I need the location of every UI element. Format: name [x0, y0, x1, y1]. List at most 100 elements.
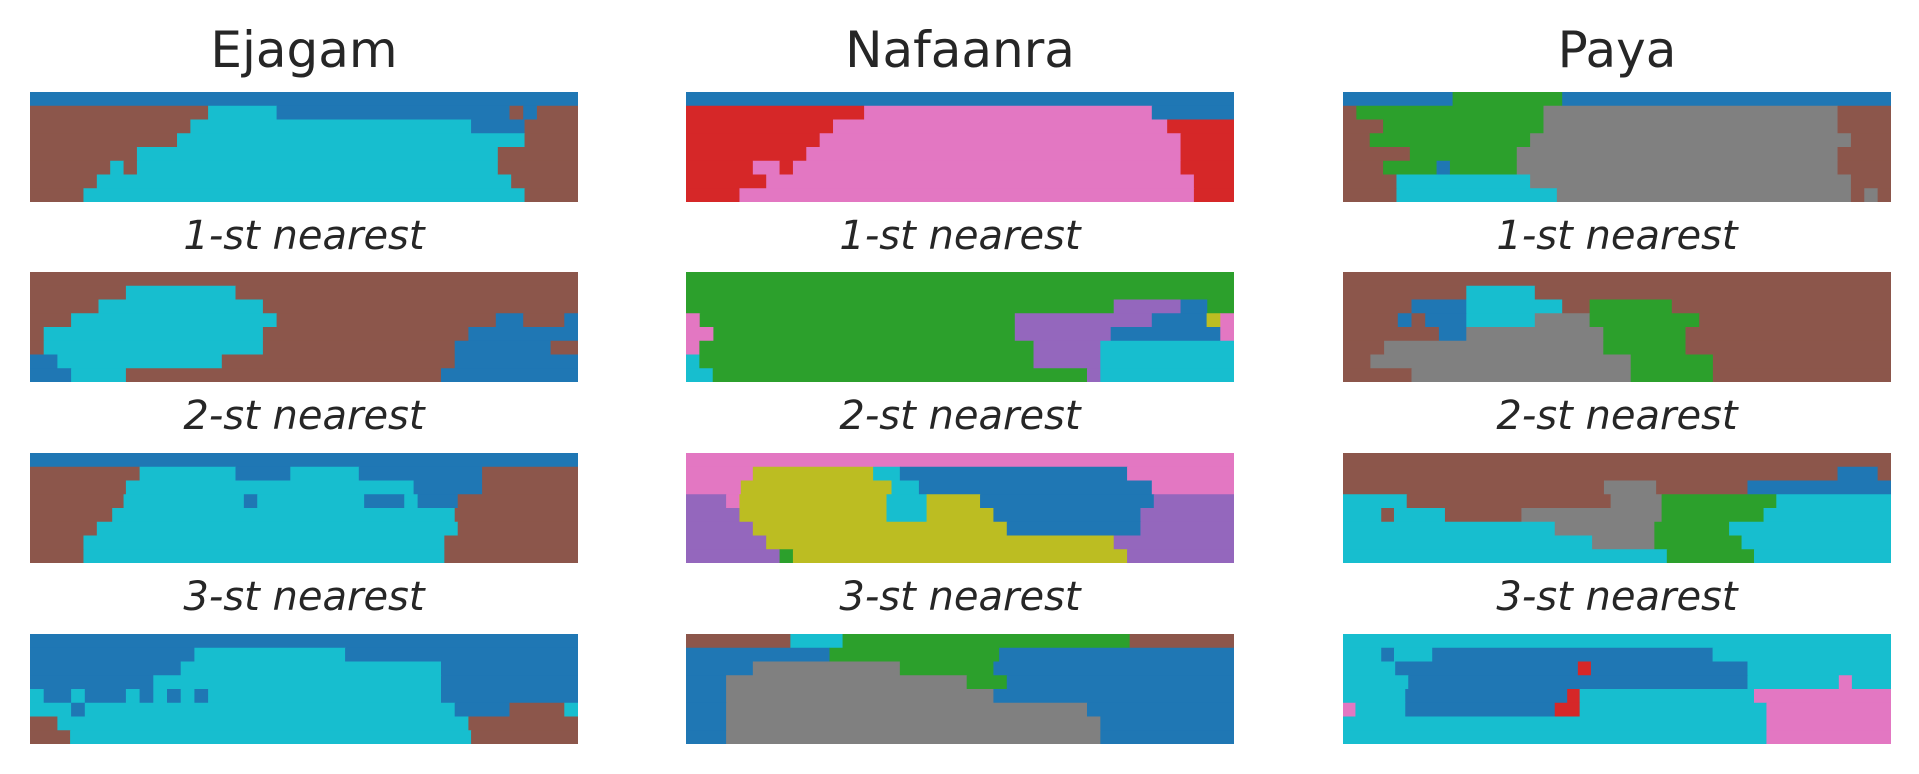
segment-cell	[30, 105, 209, 121]
segment-cell	[235, 466, 291, 482]
panel-paya: Paya 1-st nearest 2-st nearest 3-st nearest	[1343, 0, 1891, 774]
segment-cell	[686, 689, 727, 704]
segment-cell	[1671, 299, 1891, 314]
nearest-map-1	[1343, 272, 1891, 382]
segment-cell	[1864, 188, 1879, 202]
segment-cell	[1006, 675, 1234, 690]
segment-cell	[1014, 327, 1112, 342]
segment-cell	[1554, 521, 1655, 537]
segment-cell	[1180, 133, 1234, 148]
segment-cell	[235, 285, 578, 301]
segment-cell	[57, 716, 470, 731]
segment-cell	[84, 702, 456, 718]
segment-cell	[1396, 174, 1531, 189]
segment-cell	[1086, 368, 1101, 382]
segment-cell	[1516, 147, 1839, 162]
segment-cell	[1729, 521, 1891, 537]
segment-cell	[1343, 508, 1382, 523]
segment-cell	[43, 340, 264, 356]
segment-cell	[1747, 661, 1891, 676]
segment-cell	[71, 313, 278, 328]
segment-cell	[1610, 494, 1663, 509]
segment-cell	[1343, 133, 1371, 148]
segment-cell	[926, 494, 981, 509]
segment-cell	[523, 313, 565, 328]
segment-cell	[1100, 354, 1234, 369]
segment-cell	[1754, 549, 1891, 563]
segment-cell	[30, 119, 191, 134]
segment-cell	[441, 368, 578, 382]
segment-cell	[180, 661, 442, 676]
segment-cell	[999, 647, 1234, 663]
segment-cell	[1712, 368, 1891, 382]
segment-cell	[30, 730, 71, 744]
segment-cell	[752, 661, 901, 676]
segment-cell	[1747, 480, 1891, 495]
segment-cell	[262, 340, 456, 356]
panel-title: Nafaanra	[845, 21, 1075, 79]
segment-cell	[1343, 285, 1467, 301]
segment-cell	[1180, 147, 1234, 162]
segment-cell	[30, 313, 72, 328]
segment-cell	[523, 105, 538, 121]
segment-cell	[1877, 466, 1891, 482]
segment-cell	[30, 299, 100, 314]
segment-cell	[1355, 702, 1406, 718]
segment-cell	[290, 466, 360, 482]
segment-cell	[564, 313, 578, 328]
segment-cell	[1766, 716, 1891, 731]
segment-cell	[1449, 160, 1518, 176]
segment-cell	[454, 354, 578, 369]
segment-cell	[1603, 340, 1687, 356]
segment-cell	[136, 147, 499, 162]
segment-cell	[686, 702, 727, 718]
segment-cell	[1661, 508, 1765, 523]
segment-cell	[1516, 160, 1839, 176]
segment-cell	[726, 689, 995, 704]
segment-cell	[1343, 730, 1768, 744]
segment-cell	[819, 133, 1182, 148]
segment-cell	[1033, 340, 1101, 356]
segment-cell	[404, 494, 419, 509]
segment-cell	[1554, 702, 1581, 718]
segment-cell	[686, 549, 781, 563]
segment-cell	[1384, 340, 1604, 356]
segment-cell	[96, 521, 459, 537]
segment-cell	[1100, 340, 1234, 356]
segment-cell	[57, 354, 223, 369]
segment-cell	[30, 689, 45, 704]
segment-cell	[686, 716, 727, 731]
segment-cell	[83, 188, 526, 202]
segment-cell	[1837, 119, 1891, 134]
panel-title: Ejagam	[210, 21, 398, 79]
segment-cell	[686, 147, 807, 162]
segment-cell	[1220, 313, 1234, 328]
segment-cell	[1630, 354, 1714, 369]
segment-cell	[726, 494, 741, 509]
segment-cell	[30, 354, 58, 369]
segment-cell	[699, 313, 1016, 328]
segment-cell	[686, 368, 714, 382]
segment-cell	[257, 494, 365, 509]
segment-cell	[899, 661, 995, 676]
segment-cell	[1343, 92, 1454, 107]
segment-cell	[1425, 313, 1467, 328]
segment-cell	[167, 689, 182, 704]
segment-cell	[829, 647, 1000, 663]
segment-cell	[1381, 647, 1395, 663]
segment-cell	[1343, 521, 1556, 537]
segment-cell	[1685, 340, 1891, 356]
segment-cell	[125, 285, 237, 301]
segment-cell	[1343, 160, 1384, 176]
segment-cell	[686, 327, 714, 342]
segment-cell	[30, 188, 85, 202]
segment-cell	[1151, 480, 1234, 495]
nearest-map-3	[30, 634, 578, 744]
segment-cell	[790, 634, 844, 649]
segment-cell	[1411, 368, 1632, 382]
segment-cell	[752, 160, 781, 176]
segment-cell	[1530, 133, 1852, 148]
segment-cell	[454, 340, 552, 356]
segment-cell	[1838, 675, 1853, 690]
segment-cell	[1167, 119, 1234, 134]
